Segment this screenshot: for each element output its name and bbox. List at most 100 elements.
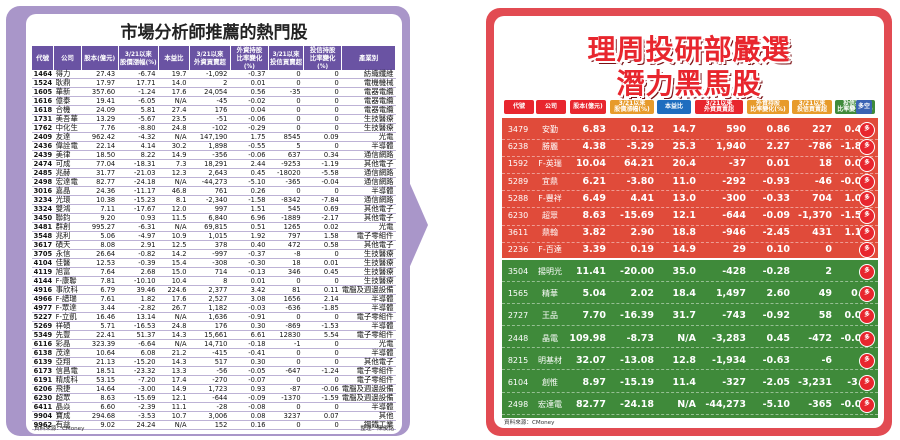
table-cell: 346 [268,267,304,277]
table-cell: 碩天 [53,240,82,250]
table-cell: -44,273 [189,177,231,187]
table-cell: 0 [303,96,342,106]
table-cell: 電子零組件 [341,366,396,376]
table-cell: -1.85 [303,303,342,313]
table-cell: -16.39 [620,310,654,322]
table-cell: 8.63 [582,210,606,221]
table-row: 2498 宏達電 82.77 -24.18 N/A -44,273 -5.10 -365 -0.… [32,177,396,187]
table-cell: 8.1 [158,195,190,205]
table-cell: -1.19 [303,159,342,169]
table-cell: -0.82 [118,249,159,259]
table-cell: -56 [189,366,231,376]
table-cell: 0 [303,249,342,259]
table-cell: 電子零組件 [341,375,396,385]
table-cell: 323.39 [81,339,119,349]
table-cell: 27.4 [158,105,190,115]
table-row: 5227 F-立凱 16.46 13.14 N/A 1,636 -0.91 0 0 電子零組件 [32,312,396,322]
table-cell: 0 [268,70,304,79]
table-row: 9962 有益 9.02 24.24 N/A 152 0.16 0 0 鋼鐵工業 [32,420,396,430]
row-divider [502,391,878,393]
table-cell: 3617 [32,240,54,250]
table-cell: -5.67 [118,114,159,124]
arrow-right-icon [404,170,428,280]
table-cell: -5.10 [762,399,790,411]
table-cell: -24.18 [118,177,159,187]
table-cell: 生技醫療 [341,114,396,124]
table-cell: 69,815 [189,222,231,232]
table-row: 4916 事欣科 6.79 39.46 224.6 2,377 3.42 81 0.11 電腦及週… [32,285,396,295]
table-cell: -0.07 [230,375,269,385]
column-header: 代號 [32,46,55,70]
table-cell: -15.69 [620,210,654,221]
table-cell: -37 [728,158,746,170]
table-cell: 545 [268,204,304,214]
table-cell: -46 [814,175,832,187]
table-cell: 茂達 [53,348,82,358]
table-cell: 雙鴻 [53,204,82,214]
table-cell: 0 [303,141,342,151]
table-cell: 紡織纖維 [341,70,396,79]
table-cell: 信昌電 [53,366,82,376]
table-cell: 18.50 [81,150,119,160]
table-cell: -1,934 [712,354,746,366]
table-cell: 嘉晶 [53,186,82,196]
table-cell: -10.10 [118,276,159,286]
table-cell: 81 [268,285,304,295]
table-cell: 電器電纜 [341,87,396,97]
table-cell: 24.09 [81,105,119,115]
table-cell: 0 [303,339,342,349]
table-cell: 合機 [53,105,82,115]
table-row: 3705 永信 26.64 -0.82 14.2 -997 -0.37 -8 0 生技醫療 [32,249,396,259]
table-cell: 鼎翰 [542,228,558,238]
table-cell: 0 [268,105,304,115]
table-cell: 精成科 [53,375,82,385]
table-row: 6230 超眾 8.63 -15.69 12.1 -644 -0.09 -1370 -1.59 電… [32,393,396,403]
table-cell: 3237 [268,411,304,421]
table-cell: N/A [158,339,190,349]
table-cell: 3.82 [582,227,606,239]
table-cell: -300 [722,192,746,204]
row-divider [502,207,878,209]
table-cell: 590 [726,124,746,135]
table-cell: 中化生 [53,123,82,133]
table-cell: 8.22 [118,150,159,160]
table-cell: 1,636 [189,312,231,322]
table-cell: 11.1 [158,402,190,412]
table-cell: -8342 [268,195,304,205]
table-cell: -0.18 [230,339,269,349]
table-cell: 14.64 [81,384,119,394]
table-cell: 超眾 [542,211,558,220]
table-cell: 1592 [507,159,529,169]
table-cell: -0.04 [840,399,868,411]
table-cell: -4.32 [118,132,159,142]
table-cell: 10.7 [158,411,190,421]
table-cell: -8.80 [118,123,159,133]
table-cell: 24.8 [158,321,190,331]
table-cell: 2,643 [189,168,231,178]
table-cell: -1,092 [189,70,231,79]
table-cell: 10.38 [81,195,119,205]
table-cell: 6138 [32,348,54,358]
table-row: 1618 合機 24.09 5.81 27.4 176 0.04 0 0 電器電纜 [32,105,396,115]
table-row: 3548 兆利 5.06 -4.97 10.9 1,015 1.92 797 1.58 電子零組件 [32,231,396,241]
table-cell: 14.9 [158,384,190,394]
table-cell: 5.54 [303,330,342,340]
source-note: 資料來源：CMoney [34,426,85,432]
table-cell: 109.98 [569,332,606,344]
table-cell: 6,840 [189,213,231,223]
column-header: 3/21以來 股價漲幅(%) [118,46,159,70]
row-divider [502,369,878,371]
table-cell: 1265 [268,222,304,232]
table-cell: 0.30 [230,321,269,331]
table-cell: 53.15 [81,375,119,385]
table-cell: 0.01 [303,258,342,268]
table-cell: -292 [722,175,746,187]
table-row: 3016 嘉晶 24.36 -11.17 46.8 761 0.26 0 0 半導體 [32,186,396,196]
table-cell: 0 [303,123,342,133]
table-cell: -869 [268,321,304,331]
table-cell: 0.45 [766,332,790,344]
table-cell: 2.68 [118,267,159,277]
table-cell: 2,527 [189,294,231,304]
table-cell: 2409 [32,132,54,142]
